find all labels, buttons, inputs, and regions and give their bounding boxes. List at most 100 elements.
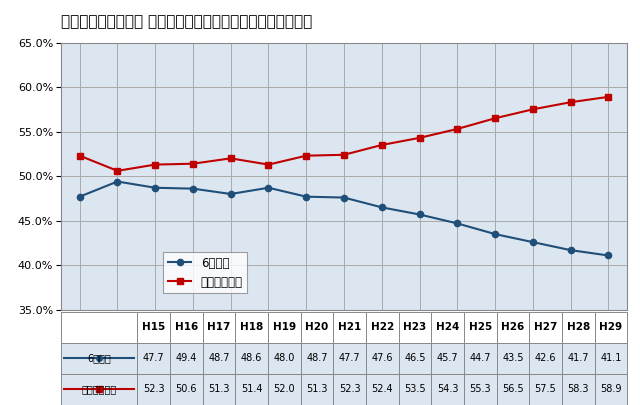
6都府県 [567, 248, 575, 253]
FancyBboxPatch shape [333, 343, 366, 374]
Text: 42.6: 42.6 [535, 354, 556, 363]
FancyBboxPatch shape [137, 312, 170, 343]
Text: H29: H29 [599, 322, 623, 333]
Text: 51.3: 51.3 [306, 384, 328, 394]
FancyBboxPatch shape [595, 343, 627, 374]
6都府県 [76, 194, 83, 199]
FancyBboxPatch shape [236, 343, 268, 374]
FancyBboxPatch shape [529, 374, 562, 405]
6都府県 [492, 232, 499, 237]
その他の道県 [567, 100, 575, 104]
FancyBboxPatch shape [301, 312, 333, 343]
Text: その他の道県: その他の道県 [81, 384, 116, 394]
その他の道県 [76, 153, 83, 158]
Text: 52.3: 52.3 [143, 384, 164, 394]
Text: 52.3: 52.3 [339, 384, 360, 394]
FancyBboxPatch shape [170, 374, 203, 405]
FancyBboxPatch shape [61, 343, 137, 374]
Text: H17: H17 [207, 322, 230, 333]
Text: 48.7: 48.7 [208, 354, 230, 363]
Text: H18: H18 [240, 322, 263, 333]
Text: H26: H26 [501, 322, 525, 333]
FancyBboxPatch shape [203, 343, 236, 374]
FancyBboxPatch shape [236, 374, 268, 405]
Text: H19: H19 [273, 322, 296, 333]
その他の道県 [303, 153, 310, 158]
Text: 41.7: 41.7 [568, 354, 589, 363]
6都府県 [529, 240, 537, 245]
Text: 50.6: 50.6 [175, 384, 197, 394]
Text: 46.5: 46.5 [404, 354, 426, 363]
その他の道県 [152, 162, 159, 167]
FancyBboxPatch shape [366, 343, 399, 374]
Line: その他の道県: その他の道県 [77, 94, 611, 174]
Text: 48.6: 48.6 [241, 354, 262, 363]
FancyBboxPatch shape [431, 312, 464, 343]
Text: 51.4: 51.4 [241, 384, 262, 394]
FancyBboxPatch shape [497, 343, 529, 374]
Text: H22: H22 [371, 322, 394, 333]
Text: 44.7: 44.7 [470, 354, 491, 363]
Text: H15: H15 [142, 322, 165, 333]
FancyBboxPatch shape [170, 312, 203, 343]
FancyBboxPatch shape [61, 374, 137, 405]
その他の道県 [189, 161, 197, 166]
FancyBboxPatch shape [497, 312, 529, 343]
FancyBboxPatch shape [333, 374, 366, 405]
Text: 43.5: 43.5 [502, 354, 524, 363]
FancyBboxPatch shape [137, 374, 170, 405]
6都府県 [152, 185, 159, 190]
Text: 54.3: 54.3 [437, 384, 458, 394]
6都府県 [605, 253, 612, 258]
Text: 48.7: 48.7 [306, 354, 328, 363]
FancyBboxPatch shape [497, 374, 529, 405]
FancyBboxPatch shape [301, 374, 333, 405]
FancyBboxPatch shape [562, 374, 595, 405]
Text: H20: H20 [305, 322, 328, 333]
その他の道県 [529, 107, 537, 112]
6都府県 [378, 205, 386, 210]
Text: 47.7: 47.7 [339, 354, 360, 363]
Text: 53.5: 53.5 [404, 384, 426, 394]
FancyBboxPatch shape [464, 312, 497, 343]
FancyBboxPatch shape [137, 343, 170, 374]
Text: H27: H27 [534, 322, 557, 333]
その他の道県 [340, 152, 348, 157]
FancyBboxPatch shape [431, 374, 464, 405]
その他の道県 [227, 156, 235, 161]
FancyBboxPatch shape [61, 312, 137, 343]
FancyBboxPatch shape [464, 343, 497, 374]
Text: 58.9: 58.9 [600, 384, 621, 394]
Text: 55.3: 55.3 [469, 384, 491, 394]
Text: H25: H25 [468, 322, 492, 333]
FancyBboxPatch shape [366, 312, 399, 343]
Text: 57.5: 57.5 [534, 384, 556, 394]
FancyBboxPatch shape [464, 374, 497, 405]
FancyBboxPatch shape [203, 312, 236, 343]
6都府県 [114, 179, 122, 184]
FancyBboxPatch shape [236, 312, 268, 343]
FancyBboxPatch shape [366, 374, 399, 405]
Text: H21: H21 [338, 322, 361, 333]
FancyBboxPatch shape [529, 343, 562, 374]
その他の道県 [492, 116, 499, 121]
FancyBboxPatch shape [595, 312, 627, 343]
Text: 51.3: 51.3 [208, 384, 230, 394]
FancyBboxPatch shape [431, 343, 464, 374]
6都府県 [303, 194, 310, 199]
6都府県 [454, 221, 461, 226]
FancyBboxPatch shape [268, 343, 301, 374]
その他の道県 [114, 168, 122, 173]
その他の道県 [416, 135, 424, 140]
Text: H24: H24 [436, 322, 460, 333]
6都府県 [227, 192, 235, 196]
Text: 49.4: 49.4 [175, 354, 197, 363]
Legend: 6都府県, その他の道県: 6都府県, その他の道県 [163, 252, 248, 293]
その他の道県 [378, 143, 386, 147]
Text: 47.7: 47.7 [143, 354, 164, 363]
FancyBboxPatch shape [301, 343, 333, 374]
FancyBboxPatch shape [203, 374, 236, 405]
その他の道県 [454, 126, 461, 131]
FancyBboxPatch shape [170, 343, 203, 374]
Text: 58.3: 58.3 [568, 384, 589, 394]
